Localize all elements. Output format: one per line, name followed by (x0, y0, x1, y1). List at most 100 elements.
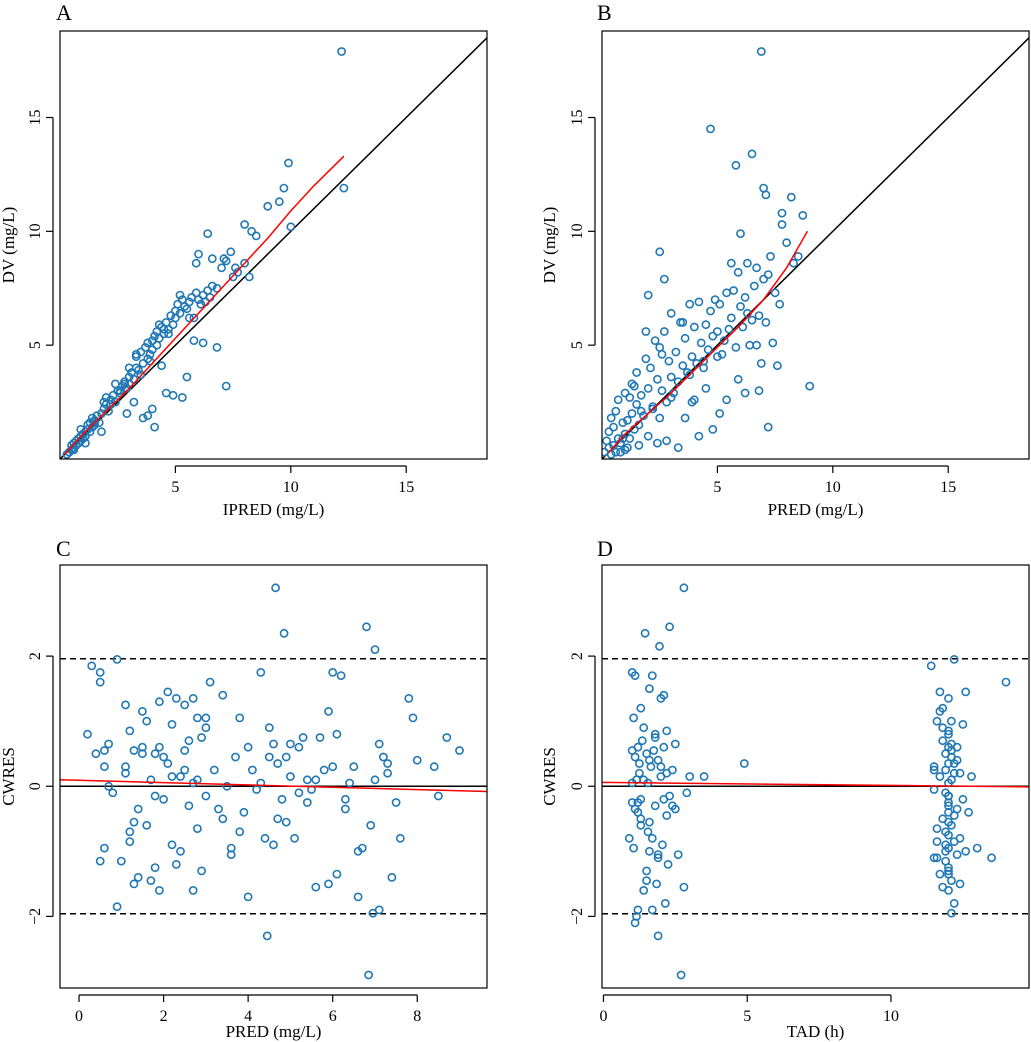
data-point (91, 749, 101, 759)
data-point (696, 338, 706, 348)
panel-d: D 0 5 10 −2 0 2 TAD (h) CWRES (540, 536, 1030, 1041)
data-point (635, 768, 644, 778)
data-point (120, 379, 129, 389)
data-point (932, 853, 942, 863)
data-point (786, 192, 796, 202)
y-tick-label: 5 (27, 341, 44, 349)
data-point (324, 879, 333, 889)
data-point (665, 622, 674, 632)
data-point (949, 899, 959, 908)
data-point (643, 290, 653, 300)
data-point (659, 690, 669, 700)
smooth-line (64, 155, 345, 455)
data-point (429, 762, 439, 772)
data-point (133, 804, 143, 814)
data-point (955, 833, 965, 843)
data-point (226, 247, 236, 257)
data-point (643, 383, 653, 393)
data-point (616, 447, 625, 457)
data-point (729, 286, 738, 295)
data-point (947, 908, 956, 918)
data-point (146, 775, 156, 785)
data-point (243, 742, 253, 752)
data-point (279, 183, 289, 193)
data-point (967, 772, 976, 781)
data-point (163, 759, 173, 768)
data-point (689, 322, 699, 332)
data-point (319, 765, 329, 775)
data-point (694, 431, 704, 441)
data-point (726, 313, 736, 323)
data-point (685, 370, 695, 380)
data-point (207, 254, 217, 264)
data-point (620, 429, 630, 439)
y-axis-title: CWRES (0, 747, 18, 806)
data-point (641, 327, 651, 336)
data-point (932, 716, 942, 726)
data-point (958, 720, 968, 729)
data-point (184, 736, 194, 746)
data-point (285, 772, 295, 781)
data-point (95, 677, 105, 687)
plot-frame (601, 30, 1030, 460)
data-point (129, 746, 139, 755)
data-point (731, 160, 741, 170)
data-point (949, 759, 959, 768)
data-point (662, 397, 671, 407)
data-point (618, 418, 628, 427)
y-axis-title: DV (mg/L) (540, 207, 559, 284)
data-point (374, 739, 384, 749)
data-point (147, 345, 157, 355)
data-point (658, 840, 667, 850)
data-point (636, 390, 646, 400)
data-point (611, 447, 621, 457)
data-point (653, 374, 662, 384)
data-point (263, 201, 273, 211)
data-point (609, 422, 618, 432)
data-point (944, 729, 953, 739)
data-point (947, 746, 956, 755)
data-point (715, 409, 725, 418)
data-point (219, 254, 229, 264)
data-point (247, 226, 256, 236)
data-point (383, 759, 392, 768)
data-point (284, 158, 293, 168)
data-point (281, 752, 291, 762)
data-point (935, 772, 945, 781)
data-point (235, 713, 245, 723)
data-point (793, 251, 803, 261)
data-point (761, 190, 771, 200)
data-point (952, 804, 962, 814)
y-tick-label: 5 (569, 341, 586, 349)
y-tick-label: 2 (27, 652, 44, 660)
data-point (678, 317, 688, 327)
data-point (624, 833, 634, 843)
data-point (104, 781, 113, 791)
data-point (676, 970, 686, 980)
data-point (662, 726, 672, 736)
data-point (279, 628, 289, 638)
x-tick-label: 5 (713, 479, 721, 496)
data-point (620, 445, 630, 455)
data-point (636, 820, 646, 830)
data-point (159, 794, 168, 804)
data-point (196, 299, 206, 309)
data-point (763, 270, 773, 279)
plot-area (60, 37, 487, 459)
data-point (180, 765, 190, 775)
data-point (694, 297, 704, 307)
data-point (324, 707, 333, 716)
data-point (244, 272, 254, 282)
data-point (116, 856, 126, 866)
data-point (115, 386, 125, 396)
data-point (766, 251, 775, 261)
data-point (184, 297, 194, 307)
data-point (642, 876, 651, 885)
data-point (133, 873, 143, 882)
data-point (645, 846, 654, 856)
x-axis-title: IPRED (mg/L) (223, 500, 325, 519)
data-point (302, 775, 312, 785)
data-point (166, 311, 176, 320)
plot-frame (59, 564, 488, 989)
data-point (706, 124, 715, 134)
